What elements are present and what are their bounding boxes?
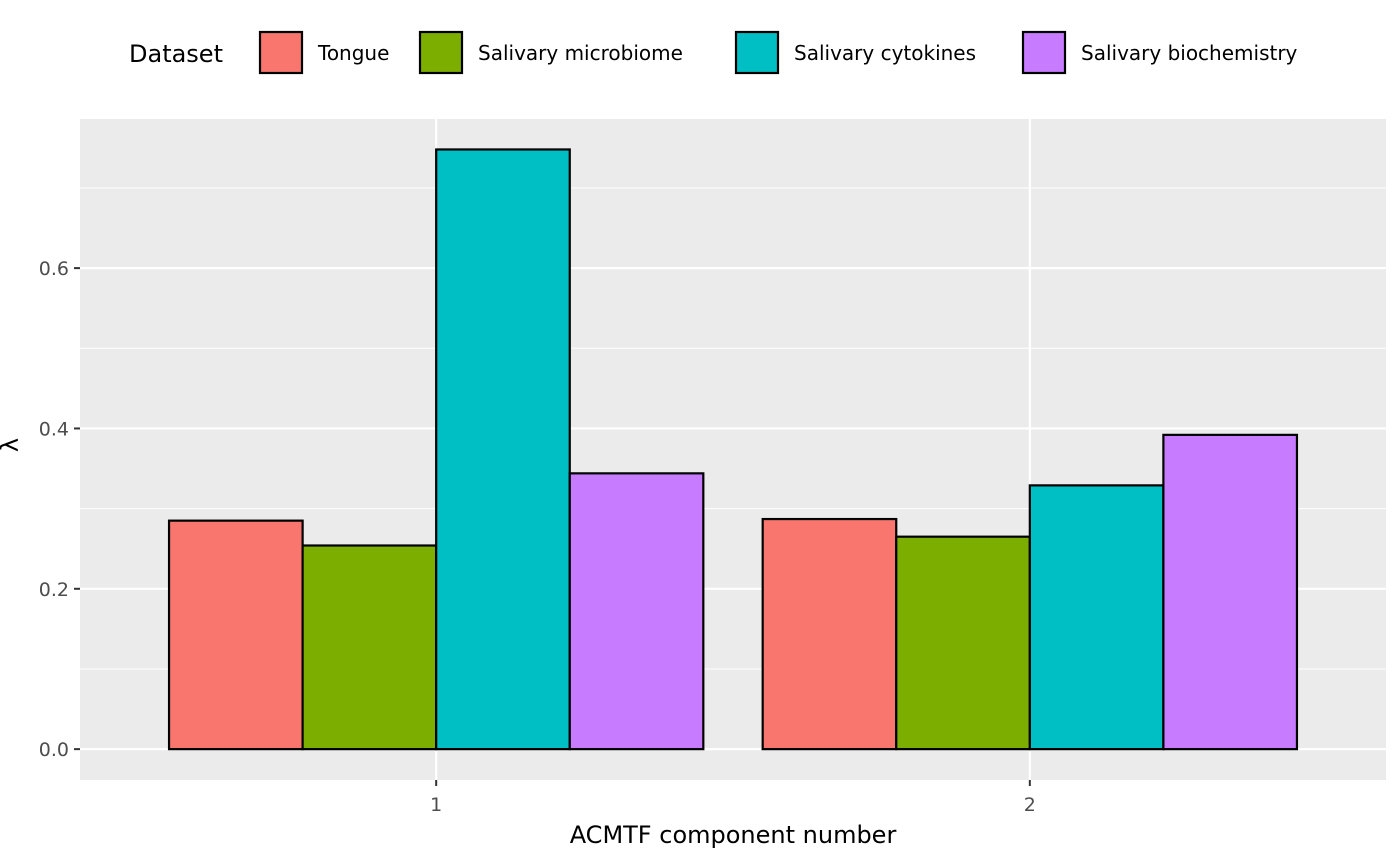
bar-salivary-biochemistry-2 (1162, 433, 1299, 751)
y-tick-label: 0.6 (39, 258, 69, 280)
legend-key-salivary-microbiome (418, 30, 464, 75)
bar-salivary-biochemistry-1 (568, 472, 705, 751)
bar-salivary-cytokines-1 (435, 148, 571, 751)
y-axis-title: λ (0, 438, 24, 452)
bars (167, 148, 1299, 751)
x-axis-title: ACMTF component number (570, 821, 897, 849)
legend-label: Tongue (317, 41, 389, 65)
legend-label: Salivary microbiome (478, 41, 683, 65)
legend-title: Dataset (129, 40, 223, 68)
legend: Dataset Tongue Salivary microbiome Salivar… (129, 30, 1298, 75)
bar-salivary-microbiome-1 (301, 544, 438, 751)
x-tick-label: 2 (1024, 794, 1036, 816)
bar-salivary-cytokines-2 (1028, 484, 1165, 751)
y-tick-label: 0.0 (39, 739, 69, 761)
y-axis: 0.0 0.2 0.4 0.6 (39, 258, 80, 761)
x-tick-label: 1 (430, 794, 442, 816)
legend-key-salivary-biochemistry (1021, 30, 1067, 75)
legend-label: Salivary biochemistry (1081, 41, 1298, 65)
legend-label: Salivary cytokines (794, 41, 976, 65)
bar-tongue-1 (167, 519, 304, 751)
y-tick-label: 0.2 (39, 579, 69, 601)
y-tick-label: 0.4 (39, 418, 69, 440)
bar-salivary-microbiome-2 (895, 535, 1031, 751)
legend-key-salivary-cytokines (734, 30, 780, 75)
bar-tongue-2 (761, 517, 898, 751)
legend-key-tongue (258, 30, 304, 75)
